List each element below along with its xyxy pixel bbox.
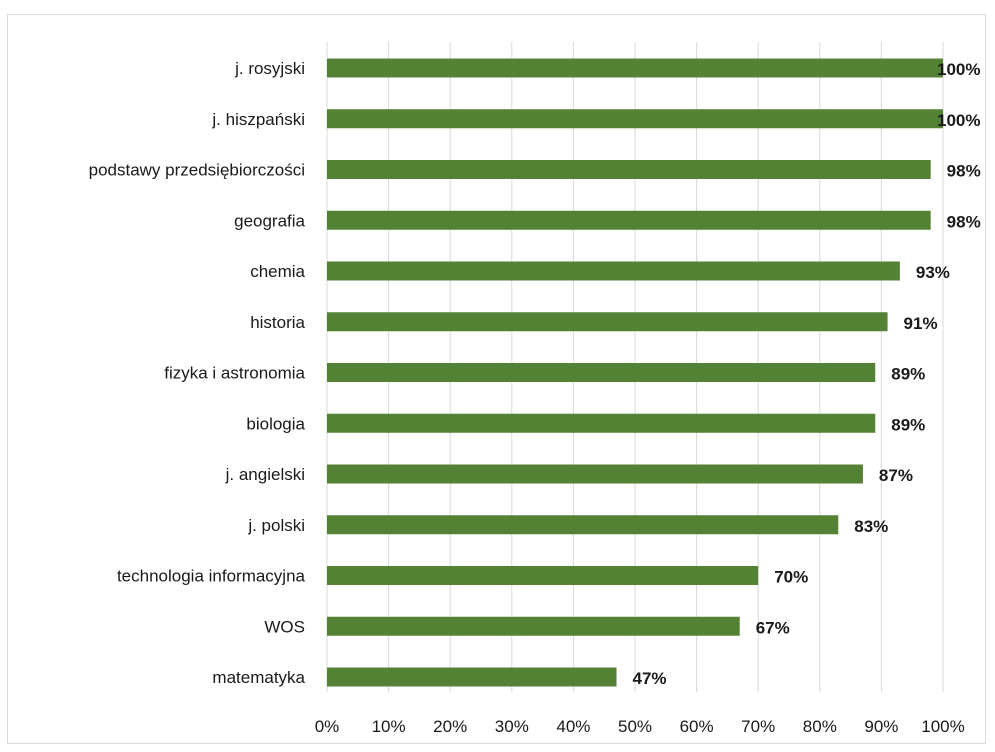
bar xyxy=(327,58,943,78)
category-label: chemia xyxy=(250,262,305,281)
bar xyxy=(327,616,740,636)
x-tick-label: 30% xyxy=(495,717,529,736)
data-label: 100% xyxy=(937,60,980,79)
x-tick-label: 40% xyxy=(556,717,590,736)
data-label: 100% xyxy=(937,111,980,130)
category-label: geografia xyxy=(234,211,305,230)
bars-layer xyxy=(327,58,943,687)
category-label: biologia xyxy=(246,414,305,433)
category-label: podstawy przedsiębiorczości xyxy=(89,161,305,180)
bar xyxy=(327,413,876,433)
data-label: 98% xyxy=(947,162,981,181)
data-label: 83% xyxy=(854,517,888,536)
bar xyxy=(327,667,617,687)
bar xyxy=(327,464,863,484)
x-tick-label: 60% xyxy=(680,717,714,736)
x-tick-label: 10% xyxy=(372,717,406,736)
bar xyxy=(327,210,931,230)
x-tick-label: 0% xyxy=(315,717,340,736)
bar xyxy=(327,261,900,281)
bar xyxy=(327,515,839,535)
data-label: 67% xyxy=(756,618,790,637)
x-tick-label: 90% xyxy=(864,717,898,736)
x-tick-label: 50% xyxy=(618,717,652,736)
x-tick-label: 100% xyxy=(921,717,964,736)
data-label: 87% xyxy=(879,466,913,485)
category-label: j. rosyjski xyxy=(234,59,305,78)
x-tick-label: 20% xyxy=(433,717,467,736)
bar xyxy=(327,312,888,332)
category-label: j. polski xyxy=(247,516,305,535)
x-tick-label: 80% xyxy=(803,717,837,736)
x-tick-label: 70% xyxy=(741,717,775,736)
data-label: 89% xyxy=(891,365,925,384)
category-label: WOS xyxy=(264,617,305,636)
bar xyxy=(327,363,876,382)
category-label: technologia informacyjna xyxy=(117,567,306,586)
data-label: 98% xyxy=(947,212,981,231)
category-label: historia xyxy=(250,313,305,332)
bar xyxy=(327,109,943,129)
data-label: 47% xyxy=(633,669,667,688)
bar xyxy=(327,566,759,585)
bar xyxy=(327,160,931,179)
data-label: 91% xyxy=(904,314,938,333)
category-label: fizyka i astronomia xyxy=(164,364,305,383)
labels-layer: 0% 10% 20% 30% 40% 50% 60% 70% 80% 90% 100% j. rosy… xyxy=(89,59,981,736)
category-label: j. hiszpański xyxy=(211,110,305,129)
category-label: j. angielski xyxy=(225,465,305,484)
data-label: 70% xyxy=(774,568,808,587)
data-label: 89% xyxy=(891,415,925,434)
data-label: 93% xyxy=(916,263,950,282)
category-label: matematyka xyxy=(212,668,305,687)
